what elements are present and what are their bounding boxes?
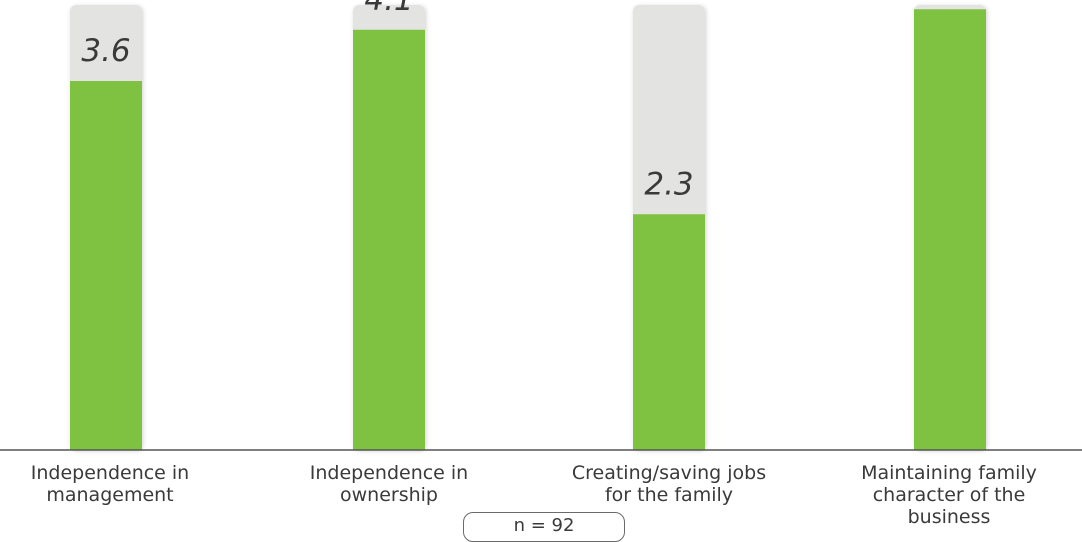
bar-0: [70, 81, 142, 450]
bar-3: [914, 9, 986, 450]
value-label-2: 2.3: [644, 166, 693, 202]
bar-2: [633, 214, 705, 450]
bar-1: [353, 29, 425, 450]
category-label-0: Independence in management: [30, 462, 190, 506]
category-label-3: Maintaining family character of the busi…: [861, 462, 1037, 528]
sample-size-badge: n = 92: [463, 512, 625, 542]
value-label-0: 3.6: [81, 33, 130, 69]
value-label-1: 4.1: [364, 0, 413, 18]
category-label-2: Creating/saving jobs for the family: [571, 462, 767, 506]
category-label-1: Independence in ownership: [309, 462, 469, 506]
